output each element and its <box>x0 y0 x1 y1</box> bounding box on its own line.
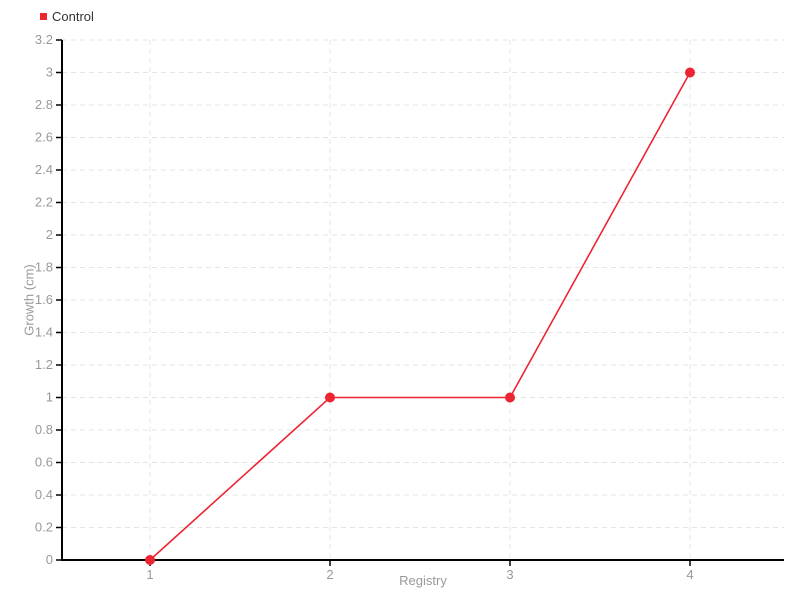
y-axis-title: Growth (cm) <box>21 264 37 336</box>
x-tick-label: 2 <box>326 567 333 582</box>
y-tick-label: 2.4 <box>35 162 53 177</box>
series-line-control <box>149 72 691 561</box>
y-tick-label: 1.4 <box>35 325 53 340</box>
y-tick-label: 3.2 <box>35 32 53 47</box>
legend-item-control[interactable]: Control <box>40 9 94 24</box>
y-tick-label: 1.8 <box>35 260 53 275</box>
data-point-control-4[interactable] <box>685 67 695 78</box>
y-tick-label: 1.6 <box>35 292 53 307</box>
y-tick-label: 2.2 <box>35 195 53 210</box>
legend-swatch-icon <box>40 13 47 20</box>
y-tick-label: 2.6 <box>35 130 53 145</box>
x-tick-label: 4 <box>686 567 693 582</box>
y-tick-label: 1 <box>46 390 53 405</box>
y-tick-label: 0.4 <box>35 487 53 502</box>
y-tick-label: 3 <box>46 65 53 80</box>
y-tick-label: 0.6 <box>35 455 53 470</box>
y-tick-label: 0.2 <box>35 520 53 535</box>
legend-label: Control <box>52 9 94 24</box>
x-tick-label: 1 <box>146 567 153 582</box>
y-tick-label: 0.8 <box>35 422 53 437</box>
x-tick-label: 3 <box>506 567 513 582</box>
data-point-control-1[interactable] <box>145 555 155 565</box>
y-tick-label: 1.2 <box>35 357 53 372</box>
data-point-control-3[interactable] <box>505 392 515 403</box>
data-point-control-2[interactable] <box>325 392 335 403</box>
y-tick-label: 2.8 <box>35 97 53 112</box>
y-tick-label: 2 <box>46 227 53 242</box>
x-axis-title: Registry <box>399 573 447 588</box>
y-tick-label: 0 <box>46 552 53 567</box>
